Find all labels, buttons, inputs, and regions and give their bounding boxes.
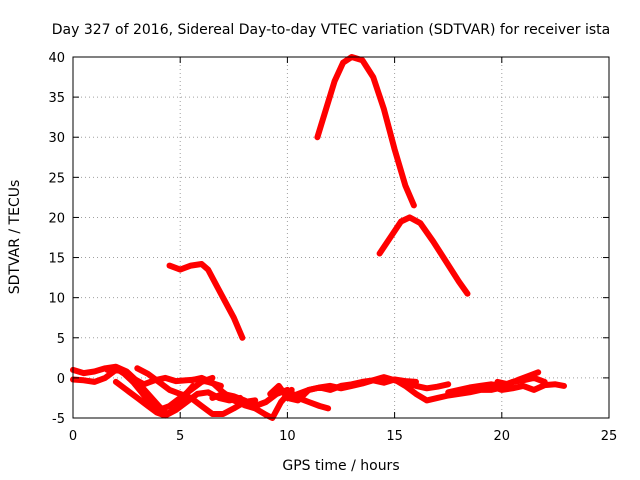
series-arc-high-1 xyxy=(314,54,417,209)
axis-ticks: 0 5 10 15 20 25 -5 0 5 10 15 20 25 30 35 40 xyxy=(48,51,617,444)
series-low-6 xyxy=(187,374,295,421)
y-tick-label: 40 xyxy=(48,51,65,66)
series-low-12 xyxy=(488,381,567,393)
y-tick-label: 20 xyxy=(48,211,65,226)
x-tick-label: 15 xyxy=(386,429,403,444)
y-tick-label: 35 xyxy=(48,91,65,106)
y-tick-label: 25 xyxy=(48,171,65,186)
y-tick-label: 0 xyxy=(57,372,65,387)
y-tick-label: 5 xyxy=(57,332,65,347)
x-tick-label: 0 xyxy=(69,429,77,444)
series-low-3 xyxy=(104,365,216,413)
series-low-13 xyxy=(494,369,542,388)
x-tick-label: 25 xyxy=(601,429,618,444)
plot-frame xyxy=(72,56,610,419)
y-tick-label: 10 xyxy=(48,292,65,307)
x-tick-label: 10 xyxy=(279,429,296,444)
series-arc-mid xyxy=(166,261,246,341)
y-tick-label: -5 xyxy=(52,412,65,427)
series-group xyxy=(70,54,567,421)
y-tick-label: 30 xyxy=(48,131,65,146)
grid-lines xyxy=(73,57,609,418)
series-low-9 xyxy=(284,374,452,404)
x-tick-label: 20 xyxy=(494,429,511,444)
series-arc-high-2 xyxy=(376,214,471,297)
chart-title: Day 327 of 2016, Sidereal Day-to-day VTE… xyxy=(52,22,610,38)
series-low-10 xyxy=(391,376,505,404)
y-axis-label: SDTVAR / TECUs xyxy=(7,180,23,295)
series-low-7 xyxy=(209,386,332,412)
series-low-5 xyxy=(134,365,259,417)
x-axis-label: GPS time / hours xyxy=(282,458,399,474)
x-tick-label: 5 xyxy=(176,429,184,444)
y-tick-label: 15 xyxy=(48,252,65,267)
